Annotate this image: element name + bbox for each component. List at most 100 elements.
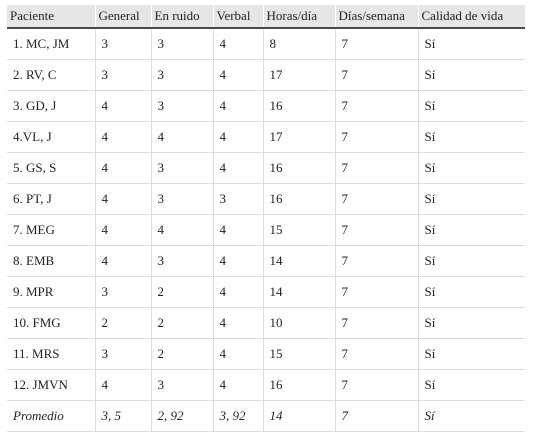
table-cell: 4	[94, 245, 151, 277]
table-row: 10. FMG 2 2 4 10 7 Sí	[7, 307, 525, 339]
results-table-container: Paciente General En ruido Verbal Horas/d…	[7, 5, 525, 432]
table-row: 6. PT, J 4 3 3 16 7 Sí	[7, 183, 525, 215]
table-cell: 14	[262, 245, 335, 277]
table-cell: 14	[262, 400, 335, 432]
table-cell: 3	[94, 28, 151, 60]
table-cell: 16	[262, 90, 335, 122]
table-cell: 6. PT, J	[7, 183, 95, 215]
table-body: 1. MC, JM 3 3 4 8 7 Sí 2. RV, C 3 3 4 17 7 Sí 3. GD, J…	[7, 28, 525, 432]
table-cell: Sí	[417, 214, 525, 246]
table-cell: 4.VL, J	[7, 121, 95, 153]
header-calidad-de-vida: Calidad de vida	[417, 5, 525, 29]
table-cell: 3, 5	[94, 400, 151, 432]
table-row: 3. GD, J 4 3 4 16 7 Sí	[7, 90, 525, 122]
table-row: 11. MRS 3 2 4 15 7 Sí	[7, 338, 525, 370]
table-cell: 7	[334, 214, 418, 246]
table-cell: 10	[262, 307, 335, 339]
table-cell: 4	[212, 214, 263, 246]
table-cell: 2	[150, 276, 213, 308]
table-cell: 15	[262, 338, 335, 370]
header-general: General	[94, 5, 151, 29]
table-cell: Sí	[417, 369, 525, 401]
table-cell: 7	[334, 369, 418, 401]
table-cell: 16	[262, 183, 335, 215]
table-cell: 3	[150, 152, 213, 184]
table-cell: 4	[94, 121, 151, 153]
table-row: 12. JMVN 4 3 4 16 7 Sí	[7, 369, 525, 401]
table-cell: Sí	[417, 28, 525, 60]
table-cell: 4	[212, 90, 263, 122]
table-cell: 4	[212, 121, 263, 153]
table-cell: Sí	[417, 276, 525, 308]
table-cell: Sí	[417, 90, 525, 122]
table-row: 8. EMB 4 3 4 14 7 Sí	[7, 245, 525, 277]
table-cell: 7. MEG	[7, 214, 95, 246]
table-cell: Sí	[417, 59, 525, 91]
table-cell: Sí	[417, 183, 525, 215]
table-cell: 3	[212, 183, 263, 215]
table-cell: 4	[212, 245, 263, 277]
table-cell: 17	[262, 59, 335, 91]
table-cell: 14	[262, 276, 335, 308]
table-cell: 11. MRS	[7, 338, 95, 370]
table-cell: 3	[94, 59, 151, 91]
table-cell: 7	[334, 307, 418, 339]
table-cell: 12. JMVN	[7, 369, 95, 401]
table-cell: 7	[334, 245, 418, 277]
table-cell: 15	[262, 214, 335, 246]
table-cell: 17	[262, 121, 335, 153]
table-cell: 2	[150, 307, 213, 339]
table-row: 9. MPR 3 2 4 14 7 Sí	[7, 276, 525, 308]
header-horas-dia: Horas/día	[262, 5, 335, 29]
table-row: 5. GS, S 4 3 4 16 7 Sí	[7, 152, 525, 184]
table-cell: 7	[334, 338, 418, 370]
table-cell: 4	[150, 214, 213, 246]
table-cell: 2, 92	[150, 400, 213, 432]
table-cell: 3	[94, 338, 151, 370]
table-cell: 3	[94, 276, 151, 308]
table-cell: 7	[334, 90, 418, 122]
table-cell: 3	[150, 245, 213, 277]
table-cell: 4	[94, 214, 151, 246]
table-cell: 3. GD, J	[7, 90, 95, 122]
table-row: 2. RV, C 3 3 4 17 7 Sí	[7, 59, 525, 91]
table-cell: Sí	[417, 400, 525, 432]
table-cell: 3	[150, 59, 213, 91]
table-cell: 16	[262, 369, 335, 401]
table-cell: 9. MPR	[7, 276, 95, 308]
table-cell: 7	[334, 28, 418, 60]
table-cell: 8. EMB	[7, 245, 95, 277]
table-cell: 8	[262, 28, 335, 60]
table-cell: 2	[150, 338, 213, 370]
table-cell: 16	[262, 152, 335, 184]
table-cell: 2	[94, 307, 151, 339]
table-row: 1. MC, JM 3 3 4 8 7 Sí	[7, 28, 525, 60]
table-cell: 7	[334, 121, 418, 153]
table-cell: 3, 92	[212, 400, 263, 432]
table-row: 4.VL, J 4 4 4 17 7 Sí	[7, 121, 525, 153]
table-cell: 7	[334, 152, 418, 184]
table-cell: 4	[212, 307, 263, 339]
table-cell: 3	[150, 28, 213, 60]
table-cell: 3	[150, 90, 213, 122]
table-cell: 7	[334, 183, 418, 215]
table-cell: Sí	[417, 307, 525, 339]
table-cell: 7	[334, 59, 418, 91]
header-verbal: Verbal	[212, 5, 263, 29]
table-cell: 7	[334, 276, 418, 308]
table-cell: 5. GS, S	[7, 152, 95, 184]
header-dias-semana: Días/semana	[334, 5, 418, 29]
table-cell: 10. FMG	[7, 307, 95, 339]
table-header-row: Paciente General En ruido Verbal Horas/d…	[7, 5, 525, 29]
table-cell: 4	[94, 369, 151, 401]
table-cell: 4	[94, 183, 151, 215]
table-cell: Sí	[417, 152, 525, 184]
header-en-ruido: En ruido	[150, 5, 213, 29]
table-cell: 4	[212, 276, 263, 308]
table-row: 7. MEG 4 4 4 15 7 Sí	[7, 214, 525, 246]
table-cell: 1. MC, JM	[7, 28, 95, 60]
table-cell: 4	[150, 121, 213, 153]
table-cell: Sí	[417, 338, 525, 370]
table-cell: 4	[94, 90, 151, 122]
average-row: Promedio 3, 5 2, 92 3, 92 14 7 Sí	[7, 400, 525, 432]
